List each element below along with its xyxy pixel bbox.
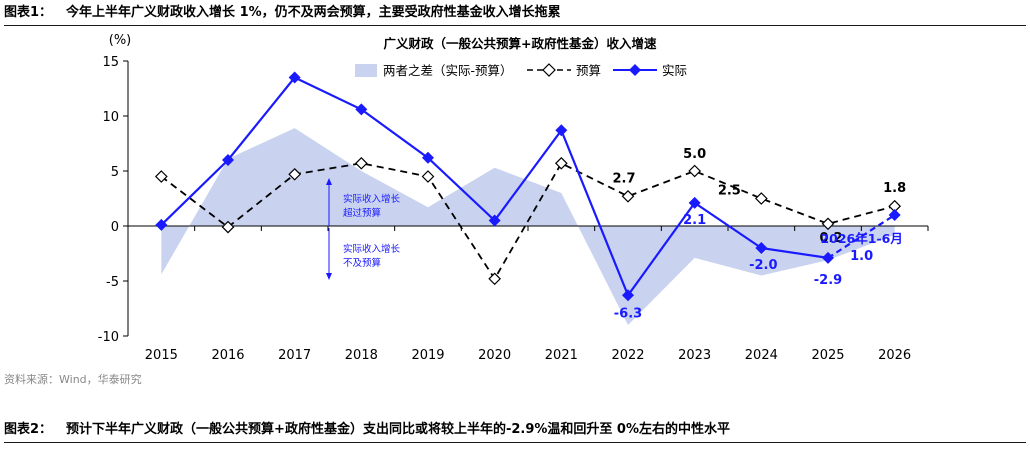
x-tick-label: 2016 bbox=[211, 348, 244, 363]
figure2-label: 图表2： bbox=[4, 422, 53, 437]
actual-data-label: -2.9 bbox=[814, 273, 842, 288]
x-tick-label: 2023 bbox=[678, 348, 711, 363]
actual-data-label: -6.3 bbox=[614, 306, 642, 321]
h1-2026-label: 2026年1-6月 bbox=[820, 231, 902, 246]
actual-point bbox=[355, 103, 368, 116]
actual-point bbox=[155, 218, 168, 231]
budget-series-line bbox=[160, 162, 895, 281]
legend-marker-budget bbox=[542, 63, 556, 77]
x-tick-label: 2025 bbox=[811, 348, 844, 363]
budget-data-label: 2.7 bbox=[612, 171, 635, 186]
budget-data-label: 1.8 bbox=[883, 181, 906, 196]
y-tick-label: 15 bbox=[102, 55, 119, 70]
actual-data-label: 1.0 bbox=[850, 249, 873, 264]
budget-point bbox=[754, 192, 768, 205]
budget-point bbox=[354, 156, 368, 170]
data-source-note: 资料来源：Wind，华泰研究 bbox=[4, 373, 142, 386]
budget-point bbox=[221, 220, 235, 234]
annotation-down-line2: 不及预算 bbox=[343, 257, 381, 269]
budget-point bbox=[154, 170, 168, 183]
actual-point bbox=[222, 154, 234, 166]
revenue-growth-chart: 广义财政（一般公共预算+政府性基金）收入增速 (%) 两者之差（实际-预算） 预… bbox=[98, 33, 929, 363]
x-tick-label: 2017 bbox=[278, 348, 311, 363]
annotation-down-arrowhead bbox=[326, 273, 332, 280]
y-tick-label: 0 bbox=[111, 220, 119, 235]
annotation-up-line1: 实际收入增长 bbox=[343, 193, 401, 205]
figure1-label: 图表1： bbox=[4, 5, 53, 20]
legend-marker-actual bbox=[629, 64, 641, 76]
x-tick-label: 2026 bbox=[878, 348, 911, 363]
actual-point bbox=[688, 196, 701, 209]
figure2-caption: 预计下半年广义财政（一般公共预算+政府性基金）支出同比或将较上半年的-2.9%温… bbox=[66, 422, 730, 437]
actual-series-projection bbox=[827, 214, 896, 259]
actual-data-label: -2.0 bbox=[749, 258, 777, 273]
actual-point bbox=[555, 124, 568, 137]
actual-point bbox=[488, 214, 501, 227]
x-tick-label: 2015 bbox=[145, 348, 178, 363]
legend-label-gap: 两者之差（实际-预算） bbox=[383, 63, 513, 78]
annotation-actual-above-budget: 实际收入增长 超过预算 bbox=[326, 178, 401, 226]
y-unit-label: (%) bbox=[109, 33, 132, 48]
x-tick-label: 2019 bbox=[411, 348, 444, 363]
budget-point bbox=[554, 156, 568, 170]
actual-point bbox=[288, 71, 301, 84]
annotation-up-arrowhead bbox=[326, 178, 332, 185]
x-tick-label: 2024 bbox=[745, 348, 778, 363]
y-tick-label: 5 bbox=[111, 165, 119, 180]
actual-point bbox=[422, 151, 434, 164]
figure1-caption: 今年上半年广义财政收入增长 1%，仍不及两会预算，主要受政府性基金收入增长拖累 bbox=[66, 5, 561, 20]
x-tick-label: 2020 bbox=[478, 348, 511, 363]
actual-point bbox=[822, 251, 834, 264]
budget-point bbox=[488, 272, 502, 286]
actual-point bbox=[888, 209, 901, 221]
budget-point bbox=[621, 189, 635, 203]
y-tick-label: -10 bbox=[98, 330, 119, 345]
x-tick-label: 2021 bbox=[545, 348, 578, 363]
budget-data-label: 0.2 bbox=[819, 231, 842, 246]
budget-point bbox=[821, 217, 835, 231]
legend-swatch-gap bbox=[355, 64, 377, 77]
actual-data-label: 2.1 bbox=[683, 213, 706, 228]
budget-point bbox=[421, 170, 435, 183]
legend-label-budget: 预算 bbox=[576, 63, 601, 78]
annotation-up-line2: 超过预算 bbox=[343, 207, 381, 219]
actual-point bbox=[622, 289, 634, 302]
budget-point bbox=[288, 167, 302, 181]
y-tick-label: -5 bbox=[106, 275, 119, 290]
budget-data-label: 2.5 bbox=[718, 184, 741, 199]
budget-data-label: 5.0 bbox=[683, 147, 706, 162]
budget-point bbox=[688, 164, 702, 178]
actual-point bbox=[755, 242, 768, 254]
chart-title: 广义财政（一般公共预算+政府性基金）收入增速 bbox=[384, 36, 657, 51]
chart-legend: 两者之差（实际-预算） 预算 实际 bbox=[355, 63, 687, 78]
gap-area bbox=[161, 128, 895, 325]
figure1-header: 图表1： 今年上半年广义财政收入增长 1%，仍不及两会预算，主要受政府性基金收入增… bbox=[4, 3, 1026, 26]
x-tick-label: 2022 bbox=[611, 348, 644, 363]
legend-label-actual: 实际 bbox=[662, 63, 687, 78]
annotation-down-line1: 实际收入增长 bbox=[343, 243, 401, 255]
x-tick-label: 2018 bbox=[345, 348, 378, 363]
annotation-actual-below-budget: 实际收入增长 不及预算 bbox=[326, 228, 401, 280]
figure2-header: 图表2： 预计下半年广义财政（一般公共预算+政府性基金）支出同比或将较上半年的-2… bbox=[4, 420, 1026, 443]
y-tick-label: 10 bbox=[102, 110, 119, 125]
